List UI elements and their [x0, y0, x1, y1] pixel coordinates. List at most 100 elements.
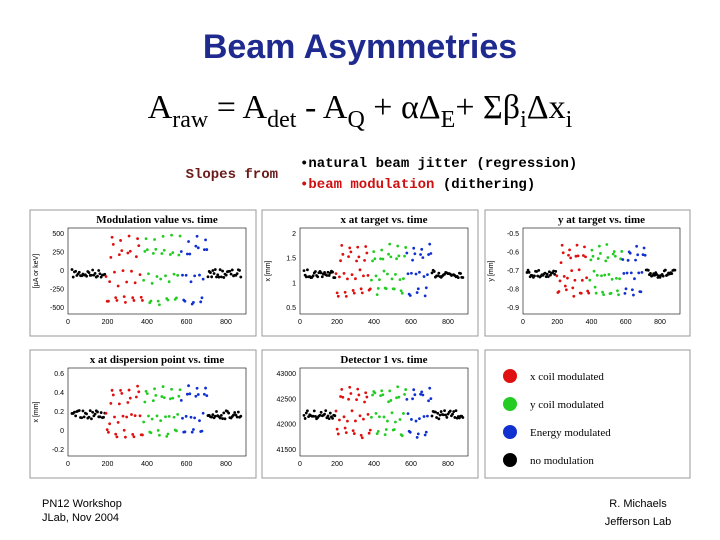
decorative-point [177, 253, 181, 257]
decorative-point [331, 270, 334, 274]
decorative-point [371, 259, 374, 263]
legend-marker [503, 369, 517, 383]
equation: Araw = Adet - AQ + αΔE+ ΣβiΔxi [148, 89, 573, 133]
x-tick-label: 800 [442, 461, 454, 468]
decorative-point [413, 393, 417, 397]
decorative-point [331, 416, 334, 420]
decorative-point [370, 278, 373, 282]
decorative-point [611, 252, 615, 256]
y-tick-label: -500 [50, 305, 64, 312]
decorative-point [107, 430, 110, 434]
decorative-point [356, 387, 360, 391]
decorative-point [603, 273, 607, 277]
decorative-point [380, 389, 384, 393]
decorative-point [189, 415, 193, 419]
decorative-point [98, 415, 102, 419]
decorative-point [595, 273, 599, 277]
equation-subscript: i [520, 107, 527, 133]
decorative-point [427, 399, 430, 403]
decorative-point [582, 254, 585, 257]
decorative-point [165, 434, 169, 438]
decorative-point [612, 250, 616, 253]
legend-frame [484, 349, 691, 479]
decorative-point [402, 412, 405, 415]
decorative-point [166, 432, 170, 436]
decorative-point [158, 303, 161, 307]
decorative-point [389, 255, 393, 259]
decorative-point [428, 242, 432, 246]
decorative-point [176, 273, 180, 277]
decorative-point [224, 273, 228, 277]
decorative-point [142, 278, 146, 282]
decorative-point [376, 430, 380, 433]
legend-marker [503, 425, 517, 439]
decorative-point [77, 270, 81, 274]
decorative-point [543, 271, 547, 275]
decorative-point [110, 235, 114, 239]
y-tick-label: -0.7 [507, 268, 519, 275]
decorative-point [131, 432, 135, 436]
decorative-point [320, 275, 324, 279]
decorative-point [132, 299, 136, 302]
decorative-point [352, 291, 356, 295]
decorative-point [204, 386, 207, 390]
decorative-point [601, 290, 604, 294]
decorative-point [430, 414, 434, 418]
decorative-point [416, 432, 420, 436]
decorative-point [375, 432, 379, 436]
decorative-point [546, 275, 550, 279]
decorative-point [127, 388, 131, 392]
decorative-point [621, 258, 625, 261]
decorative-point [91, 410, 95, 414]
decorative-point [198, 419, 201, 423]
decorative-point [634, 258, 637, 262]
decorative-point [85, 412, 88, 416]
decorative-point [596, 257, 600, 260]
decorative-point [597, 244, 601, 248]
decorative-point [419, 253, 422, 256]
decorative-point [357, 255, 361, 259]
decorative-point [343, 290, 347, 294]
x-tick-label: 800 [442, 319, 454, 326]
decorative-point [347, 255, 350, 259]
equation-part: + αΔ [365, 89, 441, 126]
decorative-point [549, 273, 552, 277]
decorative-point [116, 420, 120, 424]
y-tick-label: -0.6 [507, 250, 519, 257]
decorative-point [188, 392, 192, 396]
decorative-point [161, 234, 165, 238]
decorative-point [342, 271, 346, 275]
decorative-point [179, 398, 183, 402]
decorative-point [200, 429, 204, 433]
x-tick-label: 200 [331, 319, 343, 326]
decorative-point [319, 271, 323, 275]
decorative-point [363, 400, 366, 404]
decorative-point [360, 291, 364, 295]
x-tick-label: 200 [102, 319, 114, 326]
decorative-point [185, 392, 189, 396]
decorative-point [147, 414, 150, 418]
decorative-point [420, 390, 424, 394]
decorative-point [579, 291, 583, 295]
plot-panel: x at dispersion point vs. time x [mm] 0.6 0… [29, 349, 257, 479]
decorative-point [233, 411, 237, 414]
plot-title: x at target vs. time [340, 214, 427, 226]
decorative-point [554, 270, 558, 273]
decorative-point [171, 251, 175, 254]
decorative-point [304, 275, 308, 279]
decorative-point [178, 234, 182, 238]
plot-title: y at target vs. time [558, 214, 645, 226]
decorative-point [591, 254, 595, 258]
decorative-point [87, 271, 91, 274]
decorative-point [641, 253, 645, 257]
decorative-point [156, 299, 160, 303]
decorative-point [421, 256, 425, 260]
decorative-point [437, 417, 441, 421]
decorative-point [535, 270, 538, 273]
decorative-point [410, 418, 413, 421]
decorative-point [154, 393, 158, 397]
decorative-point [93, 271, 97, 275]
decorative-point [183, 299, 187, 303]
legend-marker [503, 397, 517, 411]
